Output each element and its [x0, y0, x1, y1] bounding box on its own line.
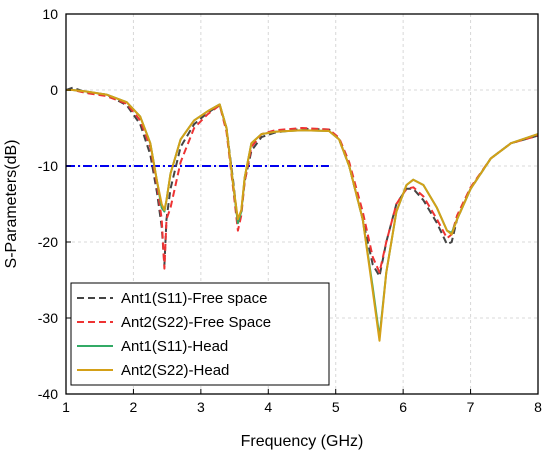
y-tick-label: 0: [50, 82, 58, 98]
x-tick-label: 5: [332, 399, 340, 415]
series-line-1: [66, 86, 538, 278]
y-tick-label: -20: [38, 234, 58, 250]
legend-label-4: Ant2(S22)-Head: [121, 362, 229, 379]
y-tick-label: -10: [38, 158, 58, 174]
legend-label-3: Ant1(S11)-Head: [121, 338, 228, 355]
series-line-4: [66, 89, 538, 342]
legend: Ant1(S11)-Free space Ant2(S22)-Free Space…: [70, 282, 330, 386]
x-tick-label: 1: [62, 399, 70, 415]
legend-label-2: Ant2(S22)-Free Space: [121, 314, 271, 331]
y-axis-title: S-Parameters(dB): [3, 140, 20, 269]
x-axis-title: Frequency (GHz): [241, 433, 364, 450]
y-tick-label: -30: [38, 310, 58, 326]
x-tick-label: 2: [130, 399, 138, 415]
x-tick-label: 6: [399, 399, 407, 415]
plot-frame: [65, 13, 539, 395]
series-group: [66, 86, 538, 342]
legend-label-1: Ant1(S11)-Free space: [121, 290, 267, 307]
ticks: 1 2 3 4 5 6 7 8 10 0 -10 -20 -30 -40: [38, 6, 542, 415]
x-tick-label: 7: [467, 399, 475, 415]
x-tick-label: 4: [264, 399, 272, 415]
x-tick-label: 3: [197, 399, 205, 415]
legend-box: [70, 282, 330, 386]
x-tick-label: 8: [534, 399, 542, 415]
y-tick-label: 10: [42, 6, 58, 22]
y-tick-label: -40: [38, 386, 58, 402]
